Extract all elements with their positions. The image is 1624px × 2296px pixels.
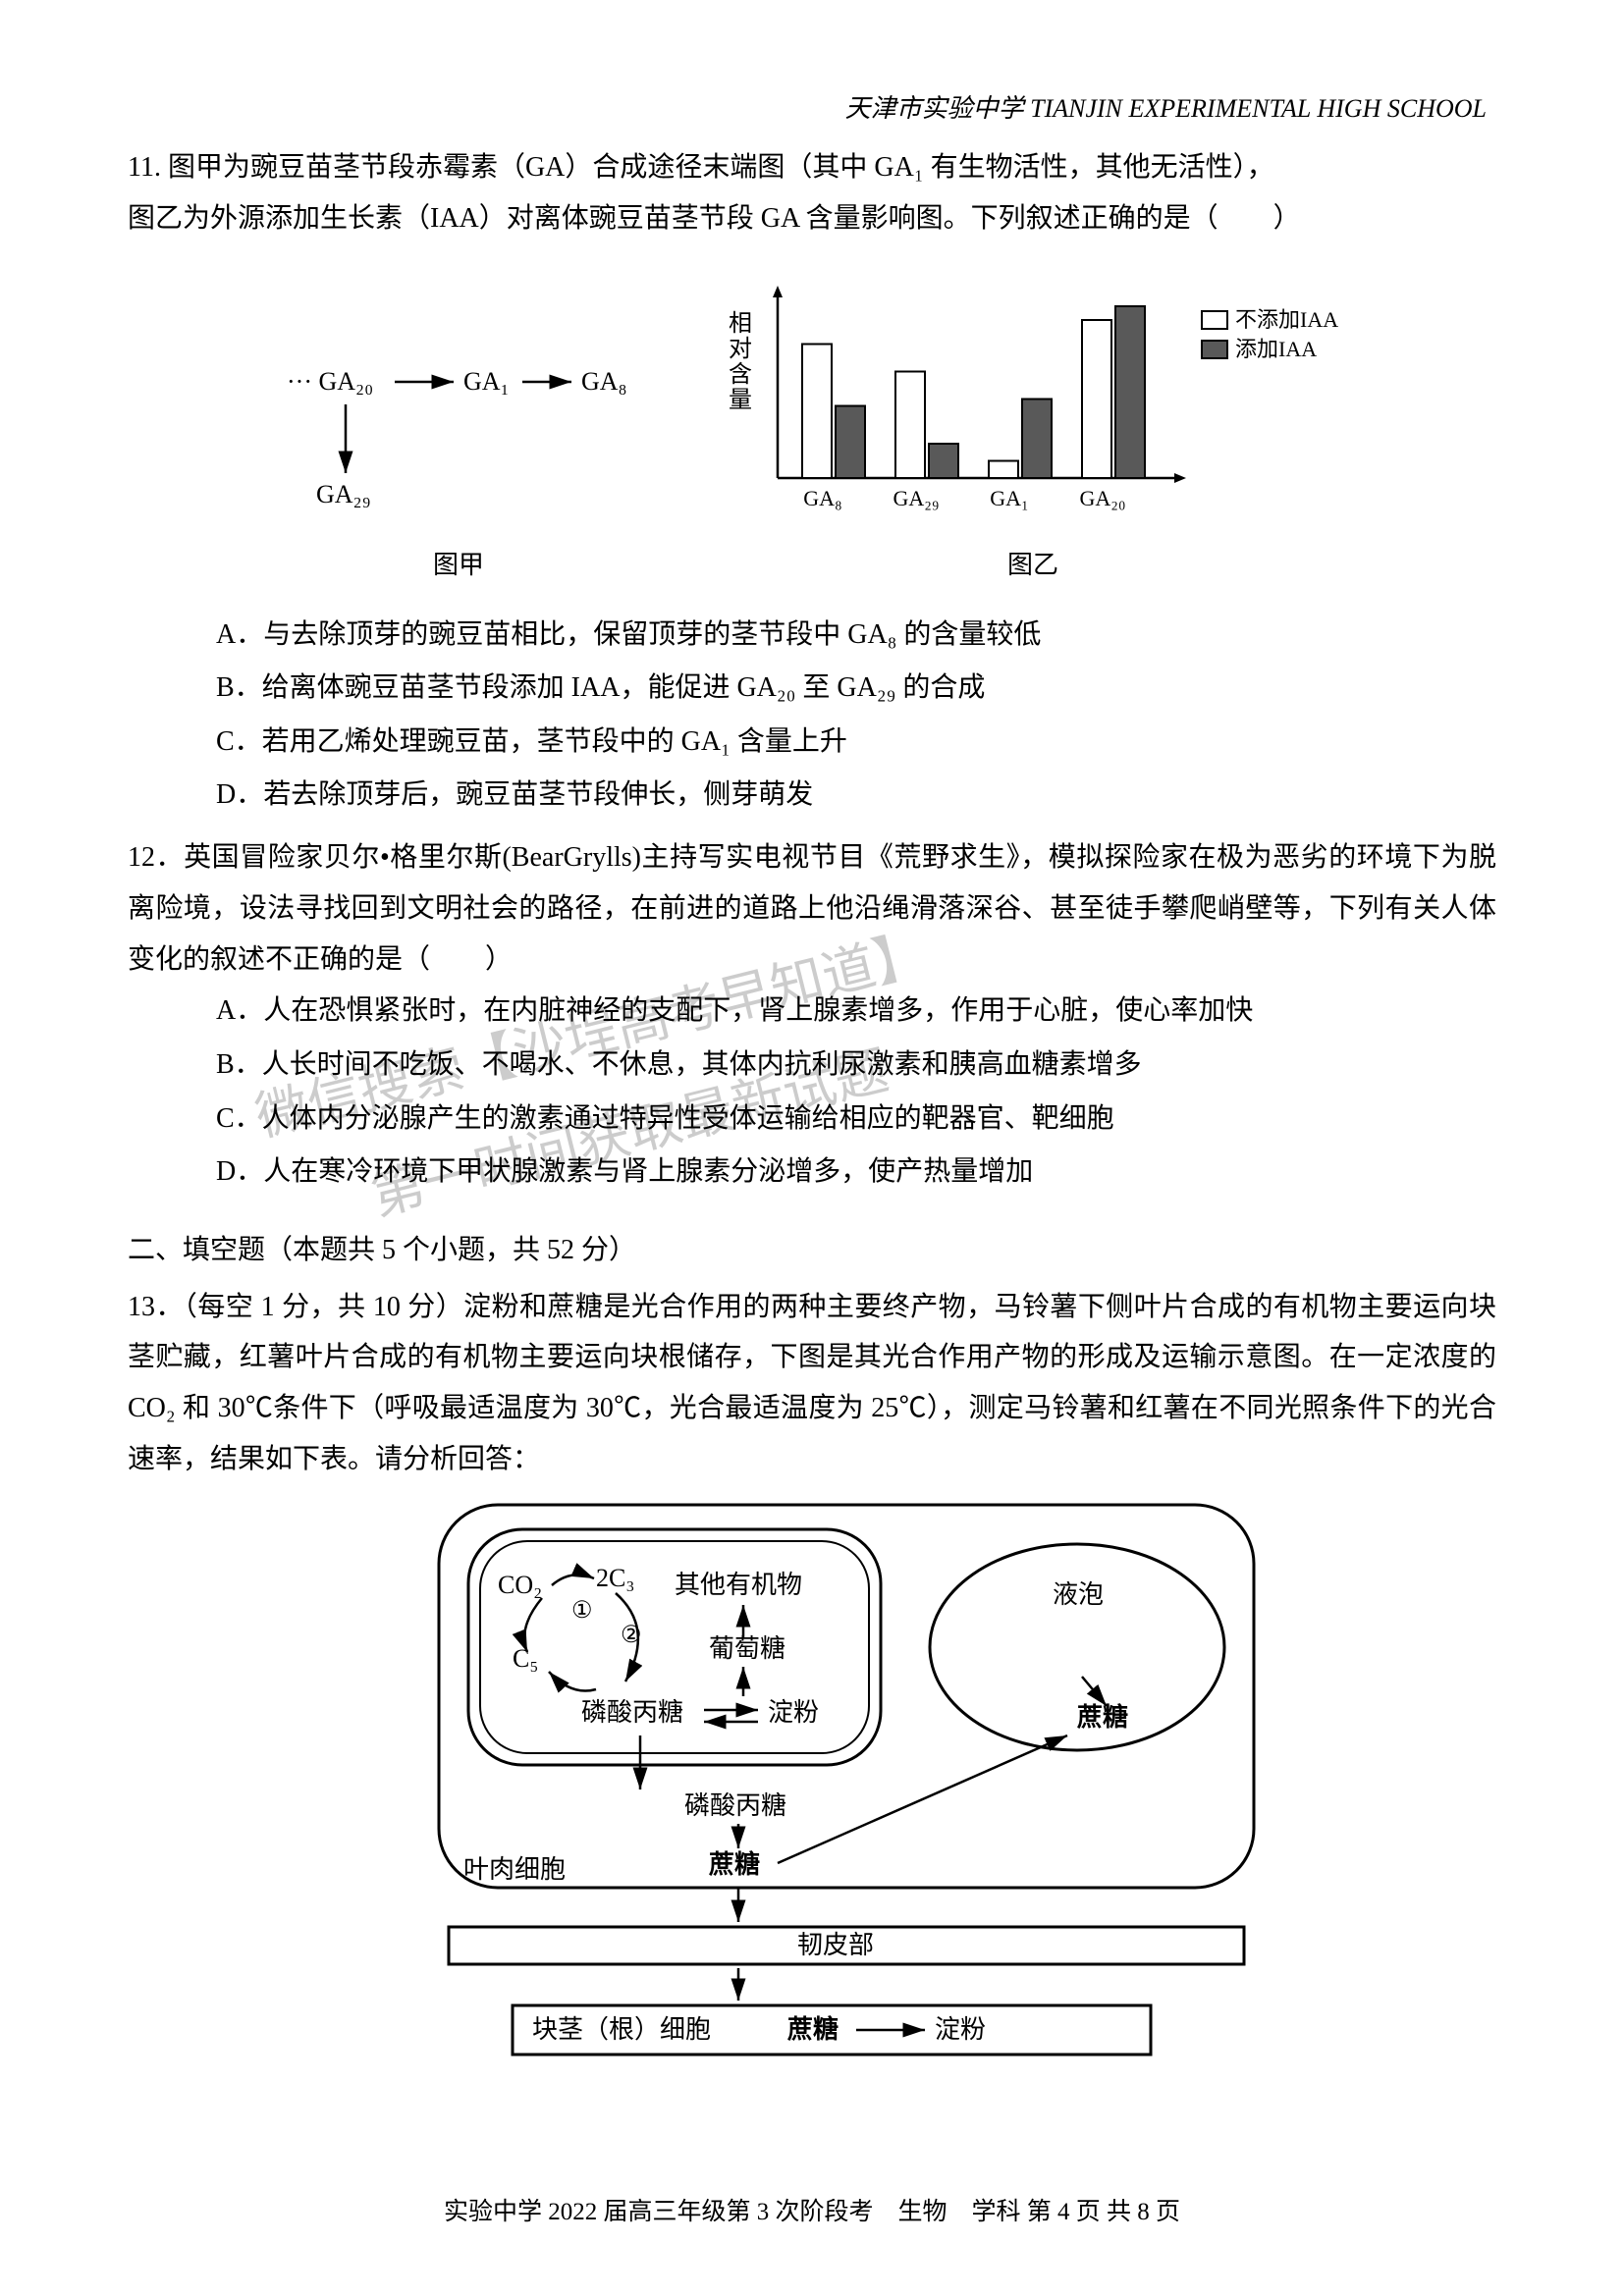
label-glucose: 葡萄糖	[709, 1634, 785, 1663]
node-ga1: GA₁	[463, 367, 510, 396]
section2-heading: 二、填空题（本题共 5 个小题，共 52 分）	[128, 1225, 1496, 1276]
fig-yi: 相对含量 GA₈ GA₂₉ GA₁ GA₂₀ 不添加IAA 添加IAA 图乙	[719, 272, 1347, 581]
label-starch-in: 淀粉	[768, 1698, 819, 1727]
fig-jia-svg: ··· GA₂₀ GA₁ GA₈ GA₂₉	[277, 350, 640, 527]
label-sucrose-tuber: 蔗糖	[787, 2014, 839, 2044]
svg-text:GA₈: GA₈	[803, 486, 841, 510]
label-co2: CO₂	[498, 1571, 542, 1599]
q11-opt-A: A．与去除顶芽的豌豆苗相比，保留顶芽的茎节段中 GA₈ 的含量较低	[128, 609, 1496, 663]
q12-opt-D: D．人在寒冷环境下甲状腺激素与肾上腺素分泌增多，使产热量增加	[128, 1146, 1496, 1200]
q11-stem-line2: 图乙为外源添加生长素（IAA）对离体豌豆苗茎节段 GA 含量影响图。下列叙述正确…	[128, 193, 1496, 244]
label-step1: ①	[571, 1598, 593, 1624]
node-ga8: GA₈	[581, 367, 627, 396]
q11-opt-B: B．给离体豌豆苗茎节段添加 IAA，能促进 GA₂₀ 至 GA₂₉ 的合成	[128, 662, 1496, 716]
q12-opt-A: A．人在恐惧紧张时，在内脏神经的支配下，肾上腺素增多，作用于心脏，使心率加快	[128, 985, 1496, 1039]
label-tp-out: 磷酸丙糖	[684, 1791, 786, 1820]
fig-yi-caption: 图乙	[1007, 545, 1058, 581]
node-ga29: GA₂₉	[316, 480, 371, 508]
yi-ylabel: 相对含量	[729, 310, 752, 413]
label-mesophyll: 叶肉细胞	[463, 1855, 566, 1884]
label-sucrose-cell: 蔗糖	[709, 1849, 760, 1879]
q11-opt-C: C．若用乙烯处理豌豆苗，茎节段中的 GA₁ 含量上升	[128, 716, 1496, 770]
q12-opt-C: C．人体内分泌腺产生的激素通过特异性受体运输给相应的靶器官、靶细胞	[128, 1093, 1496, 1147]
label-c3: 2C₃	[596, 1564, 634, 1592]
page-footer: 实验中学 2022 届高三年级第 3 次阶段考 生物 学科 第 4 页 共 8 …	[0, 2192, 1624, 2227]
svg-text:GA₂₀: GA₂₀	[1079, 486, 1125, 510]
label-starch-tuber: 淀粉	[935, 2015, 986, 2044]
label-phloem: 韧皮部	[797, 1931, 874, 1959]
q13-svg: CO₂ 2C₃ C₅ ① ② 其他有机物 葡萄糖 磷酸丙糖 淀粉 液泡 蔗糖 磷…	[321, 1495, 1303, 2084]
node-ga20: ··· GA₂₀	[287, 367, 373, 396]
q12-opt-B: B．人长时间不吃饭、不喝水、不休息，其体内抗利尿激素和胰高血糖素增多	[128, 1039, 1496, 1093]
q11-opt-D: D．若去除顶芽后，豌豆苗茎节段伸长，侧芽萌发	[128, 769, 1496, 823]
fig-jia: ··· GA₂₀ GA₁ GA₈ GA₂₉ 图甲	[277, 350, 640, 581]
q12-stem: 12．英国冒险家贝尔•格里尔斯(BearGrylls)主持写实电视节目《荒野求生…	[128, 832, 1496, 985]
q11-stem-line1: 11. 图甲为豌豆苗茎节段赤霉素（GA）合成途径末端图（其中 GA₁ 有生物活性…	[128, 142, 1496, 193]
q11-figures: ··· GA₂₀ GA₁ GA₈ GA₂₉ 图甲 相对含量 GA₈ GA₂₉ GA₁…	[128, 272, 1496, 581]
label-tuber: 块茎（根）细胞	[532, 2015, 711, 2044]
svg-text:GA₁: GA₁	[990, 486, 1028, 510]
label-tp-in: 磷酸丙糖	[581, 1698, 683, 1727]
svg-text:GA₂₉: GA₂₉	[893, 486, 939, 510]
label-other: 其他有机物	[675, 1571, 802, 1599]
q13-diagram: CO₂ 2C₃ C₅ ① ② 其他有机物 葡萄糖 磷酸丙糖 淀粉 液泡 蔗糖 磷…	[321, 1495, 1303, 2089]
label-vacuole: 液泡	[1053, 1580, 1104, 1609]
fig-yi-svg: 相对含量 GA₈ GA₂₉ GA₁ GA₂₀ 不添加IAA 添加IAA	[719, 272, 1347, 527]
label-sucrose-vac: 蔗糖	[1077, 1702, 1128, 1732]
legend-IAA: 添加IAA	[1235, 337, 1317, 361]
fig-jia-caption: 图甲	[433, 545, 484, 581]
q13-stem: 13．（每空 1 分，共 10 分）淀粉和蔗糖是光合作用的两种主要终产物，马铃薯…	[128, 1282, 1496, 1485]
page-header: 天津市实验中学 TIANJIN EXPERIMENTAL HIGH SCHOOL	[128, 88, 1496, 125]
legend-noIAA: 不添加IAA	[1235, 307, 1338, 332]
